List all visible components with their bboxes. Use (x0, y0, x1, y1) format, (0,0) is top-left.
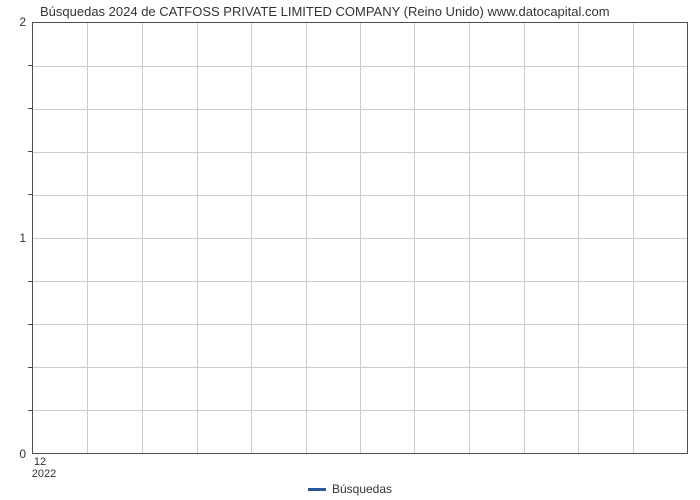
gridline-horizontal (33, 324, 687, 325)
legend-label: Búsquedas (332, 482, 392, 496)
gridline-horizontal (33, 367, 687, 368)
chart-title: Búsquedas 2024 de CATFOSS PRIVATE LIMITE… (40, 4, 610, 19)
gridline-horizontal (33, 66, 687, 67)
y-axis-minor-tick (28, 281, 32, 282)
gridline-horizontal (33, 109, 687, 110)
gridline-horizontal (33, 281, 687, 282)
x-axis-tick-label: 12 (34, 456, 46, 468)
gridline-horizontal (33, 152, 687, 153)
y-axis-tick-label: 1 (19, 231, 26, 245)
y-axis-minor-tick (28, 108, 32, 109)
gridline-horizontal-major (33, 238, 687, 239)
y-axis-tick-label: 2 (19, 15, 26, 29)
chart-legend: Búsquedas (308, 482, 392, 496)
chart-container: Búsquedas 2024 de CATFOSS PRIVATE LIMITE… (0, 0, 700, 500)
y-axis-minor-tick (28, 151, 32, 152)
y-axis-minor-tick (28, 367, 32, 368)
y-axis-minor-tick (28, 324, 32, 325)
gridline-horizontal (33, 410, 687, 411)
x-axis-year-label: 2022 (32, 468, 56, 480)
gridline-horizontal (33, 195, 687, 196)
y-axis-minor-tick (28, 65, 32, 66)
y-axis-tick-label: 0 (19, 447, 26, 461)
y-axis-minor-tick (28, 194, 32, 195)
y-axis-minor-tick (28, 410, 32, 411)
plot-area (32, 22, 688, 454)
legend-swatch (308, 488, 326, 491)
